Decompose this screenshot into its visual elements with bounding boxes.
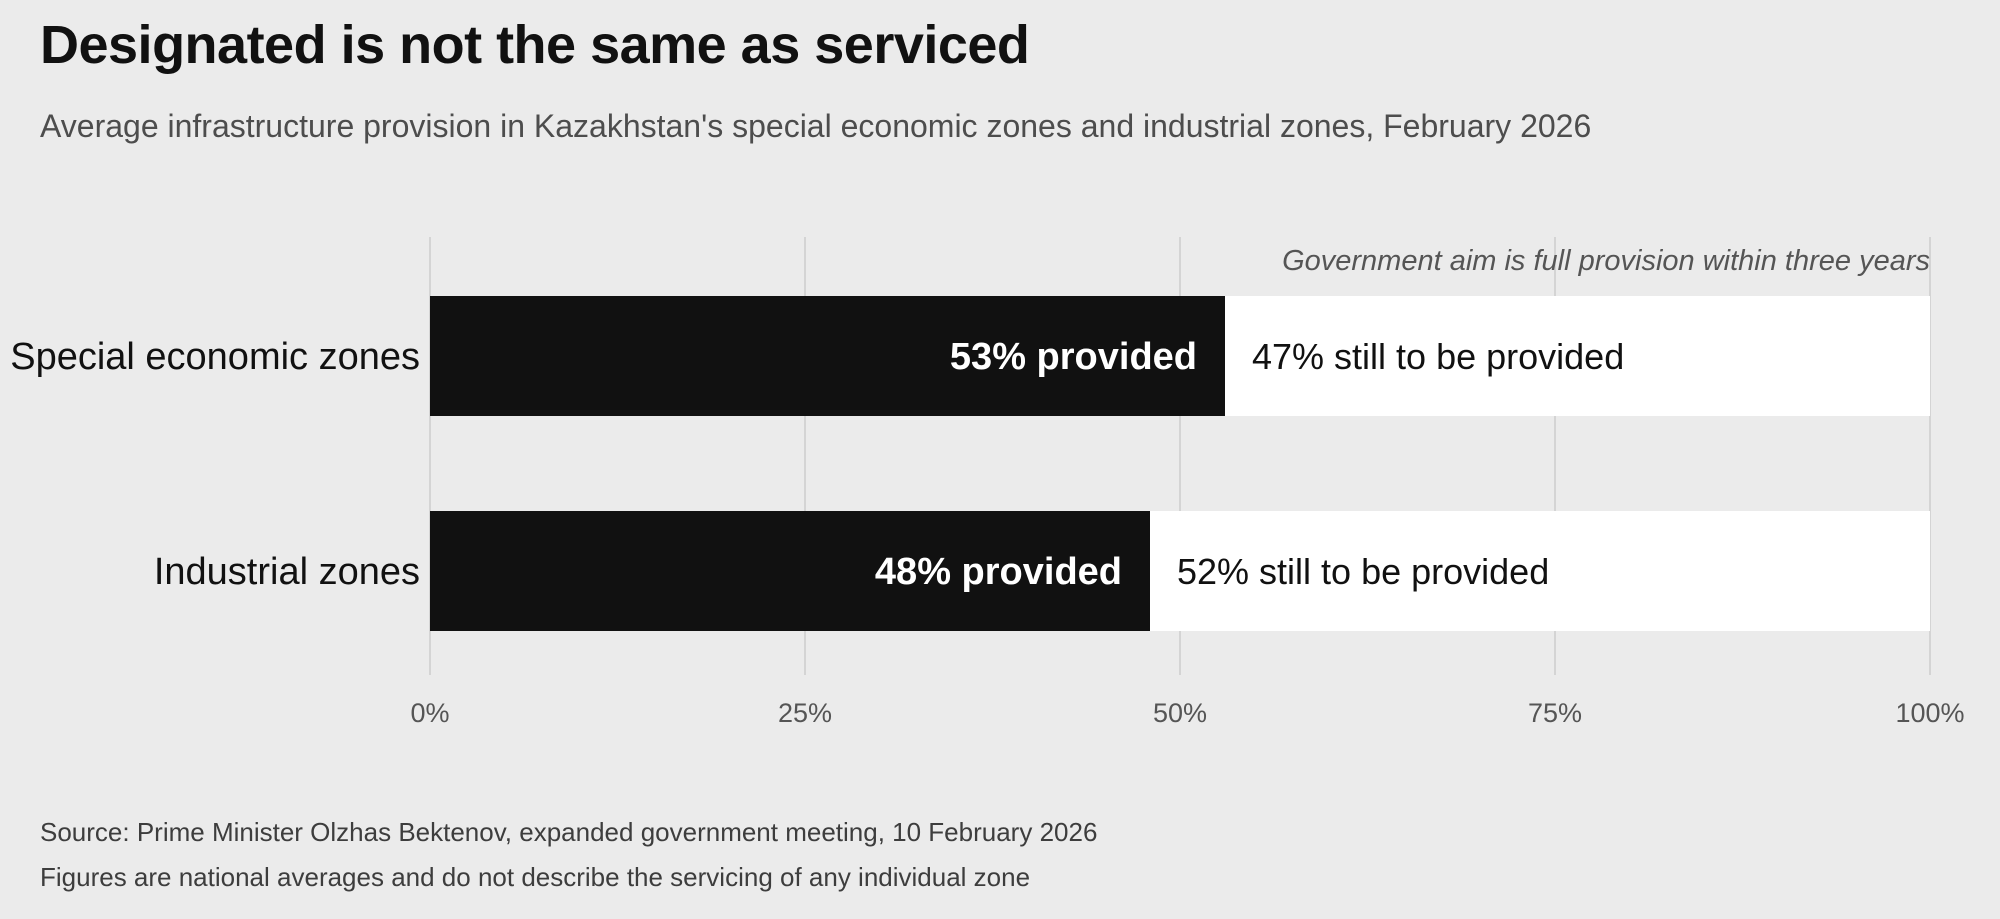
bar-provided-1	[430, 511, 1150, 631]
target-annotation: Government aim is full provision within …	[1282, 245, 1930, 277]
data-label-provided-0: 53% provided	[950, 336, 1197, 378]
x-tick-label-100: 100%	[1895, 698, 1964, 728]
bar-remaining-1	[1150, 511, 1930, 631]
x-tick-label-75: 75%	[1528, 698, 1582, 728]
data-label-remaining-1: 52% still to be provided	[1177, 551, 1549, 592]
bar-provided-0	[430, 296, 1225, 416]
category-label-1: Industrial zones	[154, 551, 420, 593]
data-label-remaining-0: 47% still to be provided	[1252, 336, 1624, 377]
x-tick-label-50: 50%	[1153, 698, 1207, 728]
x-tick-label-25: 25%	[778, 698, 832, 728]
source-note: Source: Prime Minister Olzhas Bektenov, …	[40, 817, 1098, 847]
chart-subtitle: Average infrastructure provision in Kaza…	[40, 108, 1592, 144]
category-label-0: Special economic zones	[10, 336, 420, 378]
bars	[430, 296, 1930, 631]
data-label-provided-1: 48% provided	[875, 551, 1122, 593]
chart-title: Designated is not the same as serviced	[40, 15, 1030, 75]
x-tick-label-0: 0%	[410, 698, 449, 728]
footnote: Figures are national averages and do not…	[40, 862, 1031, 892]
bar-remaining-0	[1225, 296, 1930, 416]
labels: 0% 25% 50% 75% 100% Government aim is full pr…	[10, 245, 1964, 728]
